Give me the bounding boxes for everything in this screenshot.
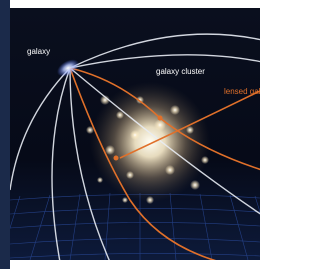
cluster-label: galaxy cluster [156,67,205,76]
left-edge [0,0,10,269]
lensed-image [158,116,163,121]
lensed-image [114,156,119,161]
galaxy-label: galaxy [27,47,50,56]
lensing-illustration: galaxy galaxy cluster lensed gala [0,0,268,269]
scene: galaxy galaxy cluster lensed gala [0,8,268,262]
lensed-label: lensed gala [224,87,265,96]
page: galaxy galaxy cluster lensed gala (() =>… [0,0,268,269]
